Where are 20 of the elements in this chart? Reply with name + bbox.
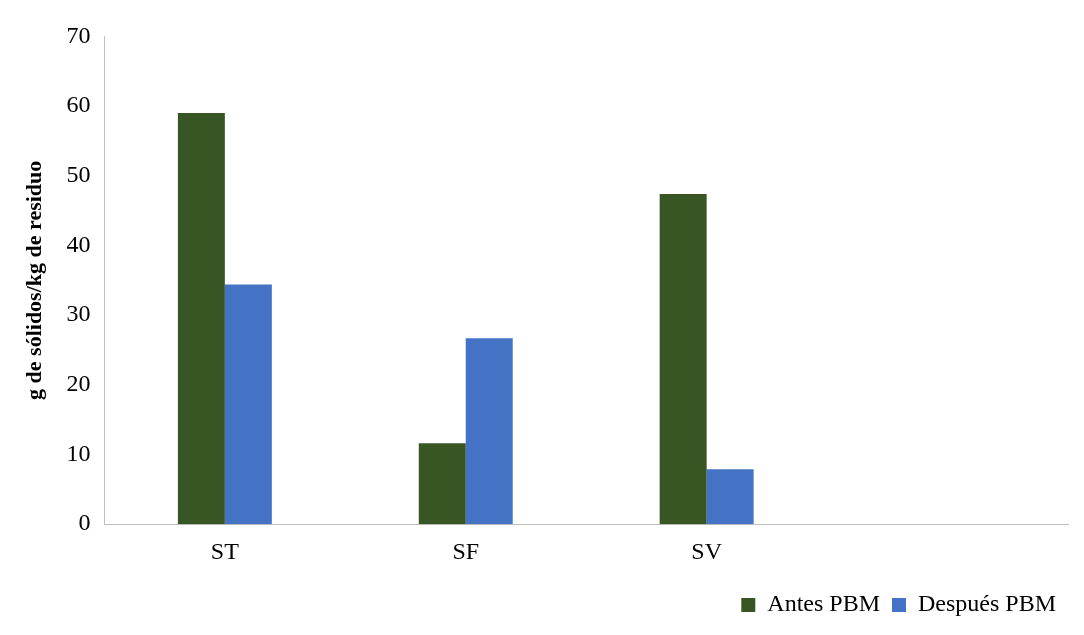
y-tick-label: 30: [66, 300, 91, 327]
legend-label: Después PBM: [917, 590, 1056, 617]
y-tick-label: 60: [66, 91, 91, 118]
bar: [706, 469, 754, 525]
x-tick-label: SF: [452, 537, 480, 564]
x-tick-label: SV: [691, 537, 723, 564]
bar: [659, 193, 707, 525]
y-tick-label: 40: [66, 230, 91, 257]
bar: [465, 338, 513, 525]
y-tick-label: 0: [78, 509, 91, 536]
bar: [177, 113, 225, 525]
y-tick-label: 10: [66, 439, 91, 466]
y-tick-label: 20: [66, 370, 91, 397]
bar: [418, 443, 466, 525]
y-axis-title: g de sólidos/kg de residuo: [20, 160, 46, 400]
y-tick-label: 50: [66, 161, 91, 188]
y-tick-label: 70: [66, 21, 91, 48]
bar: [224, 284, 272, 525]
legend-label: Antes PBM: [767, 590, 880, 617]
x-tick-label: ST: [210, 537, 240, 564]
